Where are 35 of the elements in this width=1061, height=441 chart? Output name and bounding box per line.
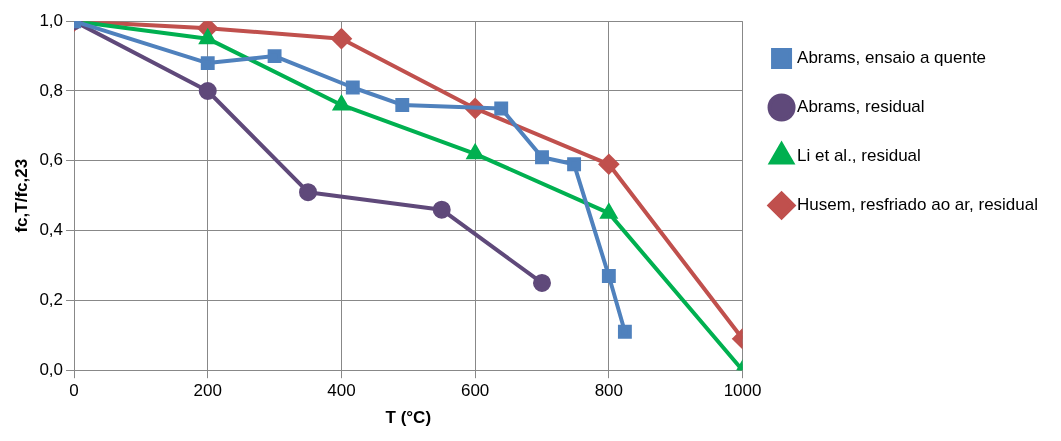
x-tick-label: 600 (460, 381, 490, 401)
point (467, 144, 484, 160)
legend-label: Abrams, residual (797, 97, 925, 117)
point (345, 80, 360, 95)
point (533, 273, 551, 292)
point (200, 56, 215, 71)
point (598, 154, 619, 175)
y-tick-label: 0,2 (39, 290, 64, 310)
point (494, 101, 509, 116)
point (395, 98, 410, 112)
x-tick-label: 400 (327, 381, 356, 401)
y-tick-label: 0,4 (39, 220, 64, 240)
legend-label: Husem, resfriado ao ar, residual (797, 195, 1039, 215)
point (600, 204, 617, 219)
x-tick-label: 800 (594, 381, 624, 401)
point (198, 82, 217, 100)
x-axis-title: T (°C) (385, 408, 432, 428)
x-tick-label: 0 (69, 381, 79, 401)
y-tick-label: 0,8 (39, 80, 64, 100)
point (432, 200, 451, 219)
point (567, 157, 582, 172)
point (331, 28, 352, 49)
y-tick-label: 0,0 (39, 359, 64, 379)
y-tick-label: 0,6 (39, 150, 64, 170)
y-axis-title: fc,T/fc,23 (11, 158, 31, 233)
x-tick-label: 200 (193, 381, 222, 401)
x-tick-label: 1000 (723, 381, 762, 401)
point (617, 324, 632, 339)
point (267, 49, 282, 64)
point (299, 183, 318, 202)
y-tick-label: 1,0 (39, 10, 64, 30)
legend-label: Li et al., residual (797, 146, 921, 166)
point (535, 150, 549, 165)
legend-label: Abrams, ensaio a quente (797, 48, 987, 68)
point (601, 269, 616, 283)
